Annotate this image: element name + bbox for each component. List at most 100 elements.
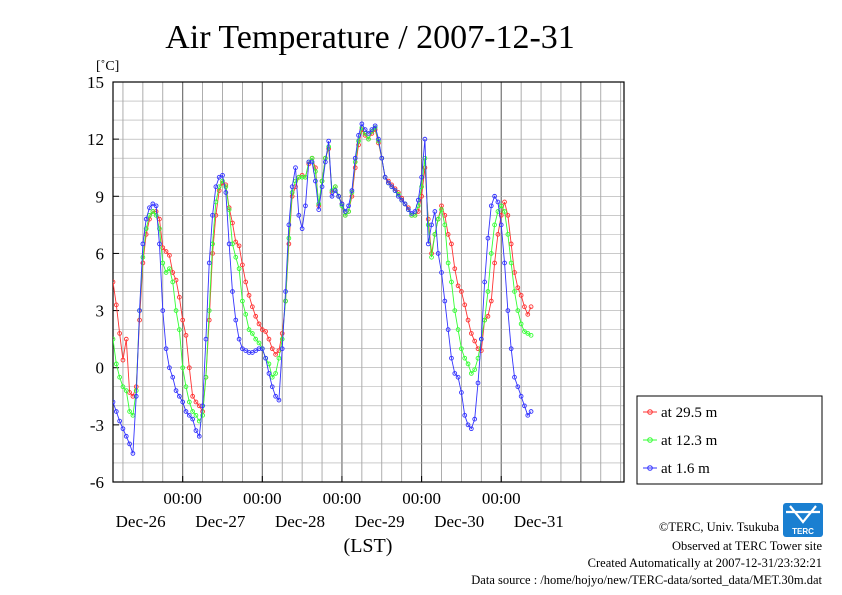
data-point [236,243,242,249]
y-tick-label: -3 [90,416,104,435]
data-point [439,207,444,212]
data-point [259,346,265,352]
data-point [130,451,136,456]
data-point [130,393,136,399]
data-point [170,374,176,380]
data-point [167,365,172,371]
data-point [266,336,272,342]
data-point [173,388,179,393]
data-point [495,199,501,205]
x-tick-time-label: 00:00 [482,489,521,508]
data-point [203,336,209,342]
data-point [472,338,478,344]
series-1 [113,125,534,424]
data-point [113,409,119,414]
data-point [263,329,268,334]
data-point [193,412,199,418]
data-point [419,174,424,180]
legend-marker [647,409,653,415]
data-point [442,222,448,228]
data-point [352,155,358,161]
data-point [455,283,461,289]
data-point [528,409,534,414]
series-line [113,122,532,454]
data-point [120,357,126,363]
data-point [273,352,278,357]
data-point [180,317,186,323]
data-point [259,327,265,332]
data-point [313,178,318,184]
data-point [512,374,517,380]
data-point [525,331,531,336]
data-point [425,222,431,228]
data-point [482,279,487,285]
data-point [113,361,119,367]
data-point [498,222,504,228]
chart-title: Air Temperature / 2007-12-31 [165,19,575,56]
data-point [389,184,395,190]
data-point [455,327,461,332]
data-point [216,174,222,180]
data-point [163,249,169,254]
data-point [425,241,431,247]
data-point [196,403,202,409]
data-point [266,371,272,376]
data-point [472,367,478,372]
data-point [117,331,122,336]
data-point [485,313,491,319]
data-point [216,184,222,190]
data-point [286,222,292,228]
data-point [299,226,305,232]
data-point [246,327,252,332]
data-point [465,317,471,323]
x-tick-time-label: 00:00 [163,489,202,508]
data-point [449,241,454,247]
data-point [522,403,527,409]
data-point [419,184,424,190]
data-point [459,346,464,352]
data-point [525,312,531,317]
y-tick-label: 15 [87,73,104,92]
data-point [525,412,531,418]
data-point [200,403,205,409]
data-point [177,393,182,399]
x-tick-day-label: Dec-30 [434,512,484,531]
data-point [505,308,511,313]
y-tick-label: 0 [96,359,105,378]
x-axis-label: (LST) [344,535,393,557]
grid [113,82,624,482]
data-point [269,374,275,380]
data-point [303,203,308,209]
data-point [186,365,192,371]
data-point [167,266,172,272]
data-point [422,136,428,142]
data-point [213,184,219,190]
data-point [342,209,348,214]
data-point [263,355,268,361]
data-point [180,399,186,405]
data-point [319,178,325,184]
data-point [167,252,172,258]
data-point [498,212,504,218]
data-point [123,388,129,393]
data-point [528,304,534,310]
data-point [522,304,527,310]
data-point [230,289,235,294]
data-point [502,209,507,214]
data-point [127,390,132,395]
data-point [150,201,156,207]
data-point [183,332,189,338]
x-tick-time-label: 00:00 [243,489,282,508]
data-point [369,127,375,132]
data-point [220,178,225,184]
data-point [309,159,315,165]
data-point [449,355,454,361]
y-tick-label: -6 [90,473,104,492]
data-point [253,336,259,342]
data-point [279,346,285,352]
data-point [163,346,169,352]
data-point [236,336,242,342]
data-point [250,350,255,355]
data-point [177,294,182,300]
data-point [405,207,411,212]
